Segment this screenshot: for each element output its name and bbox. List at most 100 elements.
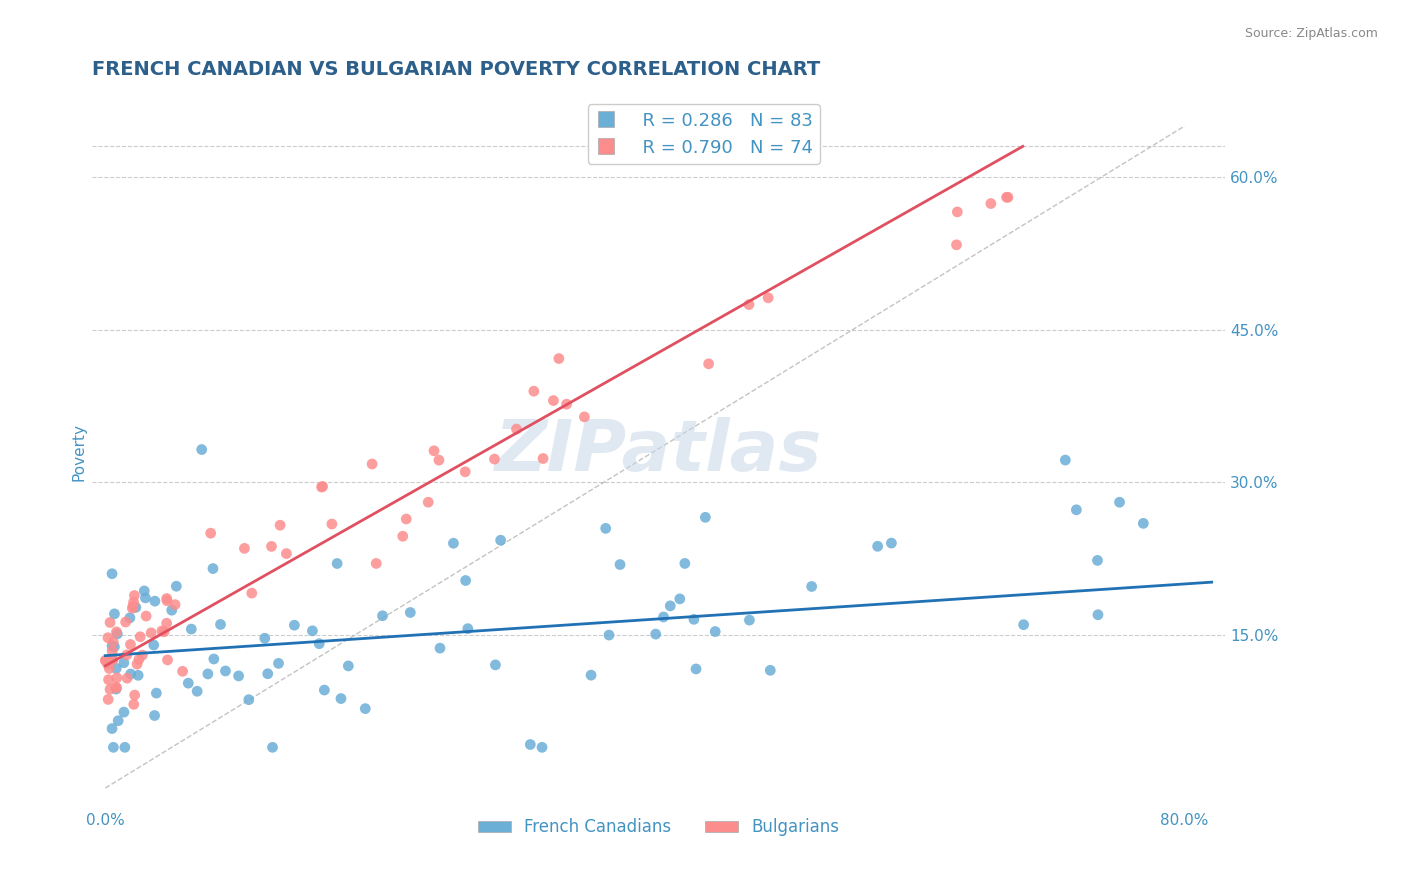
- Point: [103, 607, 125, 621]
- Point: [165, 598, 187, 612]
- Point: [103, 635, 125, 649]
- Point: [233, 541, 256, 556]
- Point: [738, 613, 761, 627]
- Point: [177, 676, 200, 690]
- Point: [134, 591, 156, 605]
- Point: [454, 574, 477, 588]
- Point: [644, 627, 666, 641]
- Text: ZIPatlas: ZIPatlas: [495, 417, 823, 486]
- Point: [118, 611, 141, 625]
- Point: [214, 664, 236, 678]
- Point: [1066, 503, 1088, 517]
- Point: [134, 583, 156, 598]
- Point: [1087, 553, 1109, 567]
- Point: [125, 657, 148, 672]
- Point: [120, 667, 142, 681]
- Point: [101, 652, 124, 666]
- Point: [609, 558, 631, 572]
- Point: [256, 666, 278, 681]
- Point: [153, 624, 176, 639]
- Point: [659, 599, 682, 613]
- Point: [98, 682, 121, 697]
- Point: [262, 740, 284, 755]
- Point: [579, 668, 602, 682]
- Legend: French Canadians, Bulgarians: French Canadians, Bulgarians: [471, 812, 846, 843]
- Point: [240, 586, 263, 600]
- Point: [418, 495, 440, 509]
- Point: [267, 657, 290, 671]
- Point: [115, 648, 138, 662]
- Y-axis label: Poverty: Poverty: [72, 423, 86, 481]
- Point: [946, 205, 969, 219]
- Point: [143, 708, 166, 723]
- Point: [141, 625, 163, 640]
- Point: [283, 618, 305, 632]
- Point: [101, 644, 124, 658]
- Point: [209, 617, 232, 632]
- Point: [330, 691, 353, 706]
- Point: [595, 521, 617, 535]
- Point: [652, 610, 675, 624]
- Point: [114, 740, 136, 755]
- Point: [122, 698, 145, 712]
- Point: [127, 668, 149, 682]
- Point: [160, 603, 183, 617]
- Point: [105, 627, 128, 641]
- Point: [94, 654, 117, 668]
- Point: [489, 533, 512, 548]
- Point: [399, 606, 422, 620]
- Point: [105, 624, 128, 639]
- Point: [142, 638, 165, 652]
- Point: [531, 451, 554, 466]
- Point: [880, 536, 903, 550]
- Point: [371, 608, 394, 623]
- Point: [505, 422, 527, 436]
- Point: [101, 722, 124, 736]
- Point: [165, 579, 187, 593]
- Point: [759, 663, 782, 677]
- Point: [122, 599, 145, 614]
- Point: [156, 616, 179, 631]
- Point: [122, 595, 145, 609]
- Text: Source: ZipAtlas.com: Source: ZipAtlas.com: [1244, 27, 1378, 40]
- Point: [704, 624, 727, 639]
- Point: [574, 409, 596, 424]
- Point: [1087, 607, 1109, 622]
- Point: [105, 671, 128, 685]
- Point: [321, 516, 343, 531]
- Point: [156, 653, 179, 667]
- Point: [97, 673, 120, 687]
- Point: [105, 681, 128, 696]
- Point: [201, 561, 224, 575]
- Point: [555, 397, 578, 411]
- Point: [238, 692, 260, 706]
- Point: [197, 666, 219, 681]
- Point: [103, 640, 125, 654]
- Point: [366, 557, 388, 571]
- Point: [94, 653, 117, 667]
- Point: [395, 512, 418, 526]
- Point: [683, 612, 706, 626]
- Point: [354, 701, 377, 715]
- Point: [1012, 617, 1035, 632]
- Point: [685, 662, 707, 676]
- Point: [1108, 495, 1130, 509]
- Point: [190, 442, 212, 457]
- Point: [101, 653, 124, 667]
- Point: [97, 692, 120, 706]
- Point: [598, 628, 620, 642]
- Point: [673, 557, 696, 571]
- Point: [738, 297, 761, 311]
- Point: [253, 632, 276, 646]
- Point: [105, 681, 128, 695]
- Point: [129, 630, 152, 644]
- Point: [135, 609, 157, 624]
- Point: [143, 594, 166, 608]
- Point: [995, 190, 1018, 204]
- Point: [104, 680, 127, 694]
- Point: [180, 622, 202, 636]
- Point: [105, 661, 128, 675]
- Point: [269, 518, 291, 533]
- Point: [145, 686, 167, 700]
- Point: [98, 615, 121, 630]
